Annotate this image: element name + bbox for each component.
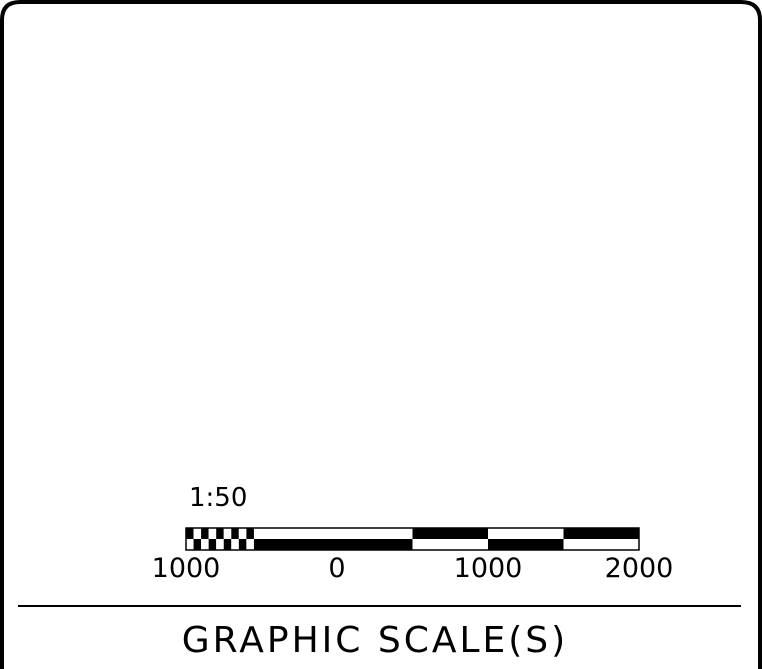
scale-fine-cell-top — [246, 528, 254, 539]
scale-fine-cell-top — [223, 528, 232, 539]
scale-fine-cell-top — [216, 528, 224, 539]
scale-fine-cell-bottom — [208, 539, 217, 550]
scale-division-bottom — [488, 539, 564, 550]
scale-fine-cell-top — [193, 528, 202, 539]
scale-fine-cell-bottom — [246, 539, 254, 550]
scale-tick-label: 1000 — [152, 553, 221, 584]
scale-division-bottom — [337, 539, 413, 550]
graphic-scale-title: GRAPHIC SCALE(S) — [182, 620, 568, 661]
scale-fine-cell-top — [231, 528, 239, 539]
scale-coarse-cell-bottom — [261, 539, 337, 550]
scale-fine-cell-bottom — [216, 539, 224, 550]
scale-fine-cell-bottom — [201, 539, 209, 550]
scale-fine-cell-top — [186, 528, 194, 539]
scale-fine-cell-top — [238, 528, 247, 539]
scale-tick-label: 1000 — [454, 553, 523, 584]
scale-division-top — [337, 528, 413, 539]
scale-fine-cell-top — [253, 528, 262, 539]
scale-tick-label: 2000 — [605, 553, 674, 584]
scale-ratio-label: 1:50 — [189, 483, 247, 513]
scale-division-bottom — [563, 539, 639, 550]
scale-fine-cell-bottom — [253, 539, 262, 550]
scale-fine-cell-top — [201, 528, 209, 539]
graphic-scale-bar — [185, 527, 640, 551]
scale-fine-cell-bottom — [223, 539, 232, 550]
scale-division-top — [488, 528, 564, 539]
scale-fine-cell-bottom — [186, 539, 194, 550]
scale-division-bottom — [412, 539, 488, 550]
scale-coarse-cell-top — [261, 528, 337, 539]
scale-fine-cell-top — [208, 528, 217, 539]
scale-fine-cell-bottom — [193, 539, 202, 550]
scale-fine-cell-bottom — [231, 539, 239, 550]
scale-division-top — [563, 528, 639, 539]
scale-fine-cell-bottom — [238, 539, 247, 550]
scale-division-top — [412, 528, 488, 539]
scale-tick-labels: 1000 0 1000 2000 — [152, 553, 674, 584]
scale-bar-outline — [185, 527, 640, 551]
scale-tick-label: 0 — [328, 553, 345, 584]
